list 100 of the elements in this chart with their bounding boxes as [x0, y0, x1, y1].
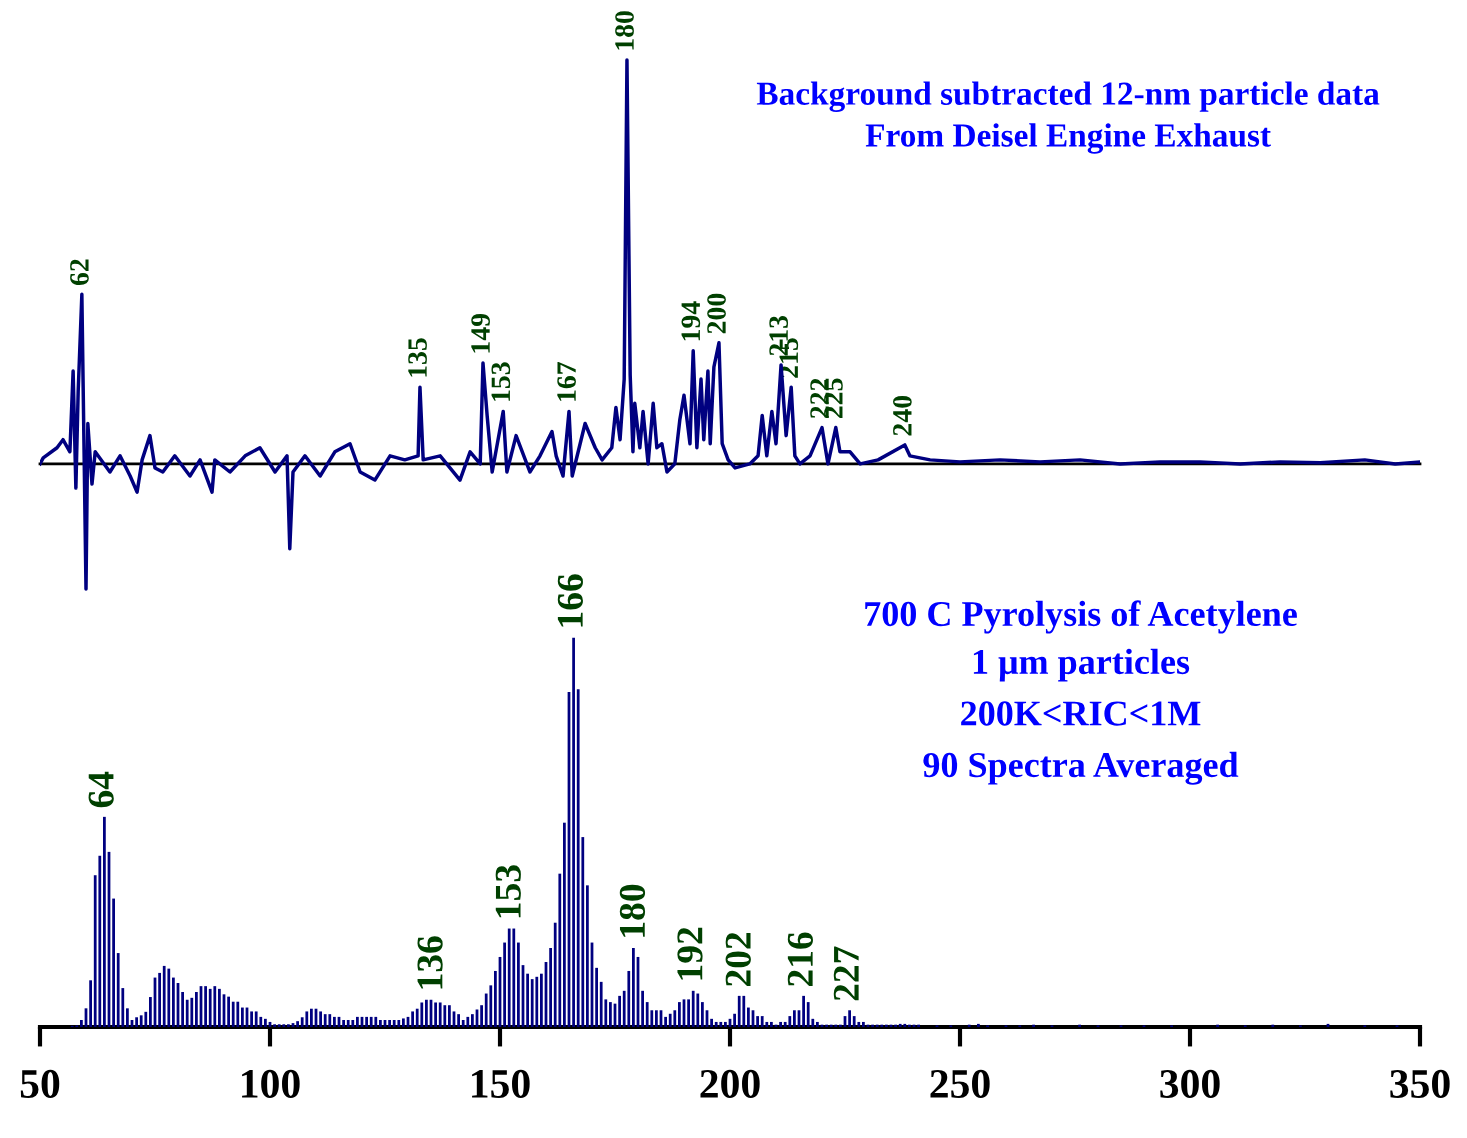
bar — [411, 1011, 414, 1027]
bar — [264, 1018, 267, 1027]
x-tick-label: 250 — [930, 1069, 990, 1098]
bar — [549, 948, 552, 1027]
bar — [254, 1011, 258, 1027]
bar — [977, 1023, 980, 1027]
bar — [825, 1024, 828, 1027]
bar — [595, 967, 598, 1027]
bar — [480, 1005, 483, 1027]
bar — [512, 928, 516, 1027]
bar — [392, 1020, 396, 1027]
bar — [507, 928, 511, 1027]
bar — [885, 1024, 888, 1027]
bar — [967, 1024, 971, 1027]
bar — [323, 1014, 327, 1027]
bar — [1216, 1024, 1219, 1027]
annotation: 202 — [725, 932, 751, 986]
bar — [839, 1024, 842, 1027]
bar — [250, 1011, 253, 1027]
bar — [645, 1002, 649, 1027]
annotation: 180 — [619, 884, 646, 937]
bar — [691, 990, 695, 1027]
bar — [397, 1020, 401, 1027]
bar — [305, 1011, 309, 1027]
bar — [139, 1015, 143, 1027]
text: Background subtracted 12-nm particle data — [756, 81, 1380, 112]
bar — [356, 1016, 359, 1027]
bar — [351, 1020, 355, 1027]
bar — [816, 1021, 819, 1027]
bar — [434, 1002, 437, 1027]
bar — [208, 988, 212, 1027]
annotation: 194 — [681, 301, 701, 341]
bar — [894, 1024, 897, 1027]
bar — [204, 986, 207, 1027]
bar — [346, 1020, 350, 1027]
bar — [655, 1010, 658, 1027]
bar — [747, 1007, 750, 1027]
bar — [779, 1021, 782, 1027]
bar — [710, 1018, 713, 1027]
bar — [448, 1005, 451, 1027]
bar — [333, 1016, 336, 1027]
bar — [788, 1016, 792, 1027]
bar — [112, 898, 115, 1027]
bar — [287, 1024, 290, 1027]
bar — [135, 1017, 138, 1027]
bar — [848, 1010, 851, 1027]
bar — [756, 1016, 759, 1027]
bar — [609, 1002, 612, 1027]
bar — [1078, 1024, 1081, 1027]
bar — [829, 1024, 833, 1027]
bar — [908, 1024, 911, 1027]
bar — [572, 637, 575, 1027]
bar — [231, 1001, 235, 1027]
bar — [213, 986, 217, 1027]
bar — [162, 965, 166, 1027]
bar — [466, 1016, 470, 1027]
bar — [1032, 1024, 1035, 1027]
bar — [195, 991, 198, 1027]
x-tick-label: 300 — [1160, 1069, 1220, 1098]
bar — [733, 1013, 736, 1027]
bar — [852, 1016, 856, 1027]
bar — [185, 999, 189, 1027]
bar — [871, 1024, 874, 1027]
annotation: 135 — [408, 338, 427, 377]
bar — [342, 1020, 345, 1027]
bar — [144, 1011, 148, 1027]
bar — [277, 1024, 281, 1027]
bar — [517, 942, 520, 1027]
annotation: 62 — [70, 259, 89, 286]
bar — [116, 953, 120, 1027]
annotation: 216 — [787, 932, 813, 986]
annotation: 149 — [471, 313, 490, 353]
bar — [880, 1024, 884, 1027]
bar — [149, 997, 152, 1027]
x-tick-label: 350 — [1390, 1069, 1450, 1098]
bar — [834, 1024, 838, 1027]
bar — [917, 1024, 920, 1027]
annotation: 200 — [707, 293, 726, 334]
bar — [701, 1002, 704, 1027]
bar — [273, 1024, 276, 1027]
bar — [379, 1020, 382, 1027]
bar — [227, 996, 230, 1027]
bar — [806, 1002, 810, 1027]
bar — [319, 1011, 322, 1027]
bar — [457, 1014, 460, 1027]
bar — [714, 1021, 718, 1027]
bar — [687, 999, 690, 1027]
bar — [673, 1010, 677, 1027]
bar — [793, 1010, 796, 1027]
text: From Deisel Engine Exhaust — [865, 123, 1271, 154]
bar — [563, 822, 566, 1027]
annotation: 227 — [833, 946, 859, 1001]
annotation: 192 — [677, 927, 703, 980]
annotation: 167 — [557, 362, 576, 401]
annotation: 153 — [491, 362, 511, 401]
bar — [241, 1007, 244, 1027]
bar — [89, 980, 92, 1027]
bar — [282, 1024, 286, 1027]
bar — [627, 970, 631, 1027]
bar — [296, 1021, 299, 1027]
